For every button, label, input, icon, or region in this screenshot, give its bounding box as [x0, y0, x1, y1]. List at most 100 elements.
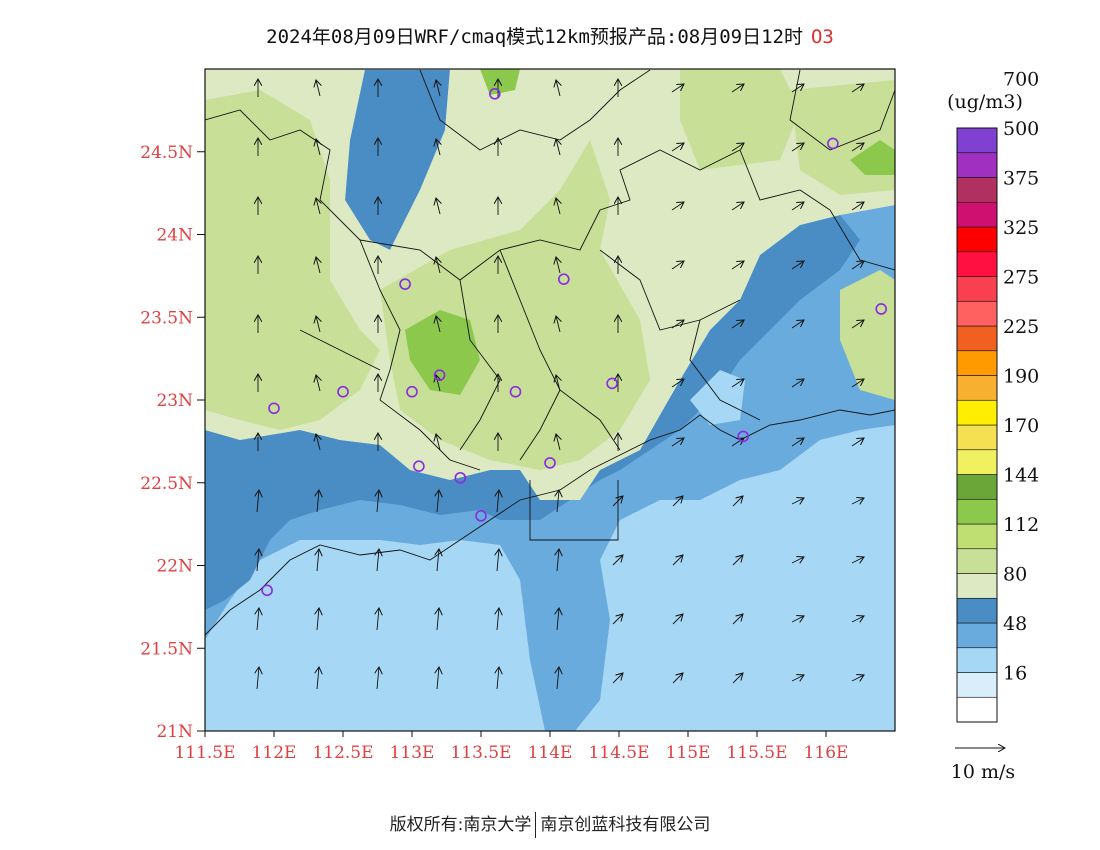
copyright-footer: 版权所有:南京大学 南京创蓝科技有限公司 — [0, 810, 1100, 838]
station-marker — [261, 584, 273, 597]
colorbar-label: 700 — [1003, 69, 1039, 91]
y-tick-label: 23N — [156, 391, 193, 411]
station-marker — [399, 278, 411, 290]
station-marker — [737, 430, 750, 443]
x-tick-label: 116E — [804, 743, 849, 763]
colorbar-swatch — [956, 548, 998, 574]
colorbar-swatch — [956, 523, 998, 550]
wind-arrow — [671, 84, 684, 93]
wind-arrow — [671, 261, 684, 270]
wind-arrow — [851, 261, 864, 270]
station-marker — [606, 377, 618, 390]
colorbar: 16 48 80 112 144 170 190 225 275 325 375 500 700 — [956, 69, 1039, 723]
y-tick-label: 21N — [156, 722, 193, 742]
wind-arrow — [556, 257, 560, 274]
wind-arrow — [316, 80, 320, 97]
wind-arrow — [436, 434, 440, 451]
wind-arrow — [436, 198, 440, 215]
wind-arrow — [437, 490, 439, 513]
colorbar-swatch — [956, 449, 998, 475]
wind-arrow — [436, 316, 440, 333]
species-label: O3 — [810, 26, 834, 48]
wind-arrow — [791, 675, 804, 681]
wind-arrow — [437, 608, 439, 631]
wind-arrow — [497, 667, 499, 690]
wind-arrow — [556, 316, 560, 333]
wind-arrow — [557, 667, 559, 690]
wind-vectors — [257, 79, 864, 690]
y-tick-label: 22.5N — [140, 474, 193, 494]
wind-arrow — [497, 549, 499, 572]
wind-arrow — [731, 320, 744, 329]
wind-arrow — [731, 143, 744, 152]
wind-arrow — [556, 80, 560, 97]
wind-arrow — [497, 608, 499, 631]
x-tick-label: 114E — [528, 743, 573, 763]
colorbar-label: 190 — [1003, 366, 1039, 388]
colorbar-swatch — [956, 474, 998, 500]
wind-arrow — [791, 379, 804, 388]
colorbar-swatch — [956, 647, 998, 673]
colorbar-swatch — [956, 152, 998, 178]
wind-arrow — [257, 667, 259, 690]
wind-arrow — [316, 139, 320, 156]
wind-arrow — [377, 667, 379, 690]
x-tick-label: 115E — [666, 743, 711, 763]
coastline — [205, 409, 895, 636]
wind-arrow — [791, 261, 804, 270]
y-tick-label: 24.5N — [140, 143, 193, 163]
y-tick-label: 24N — [156, 226, 193, 246]
station-marker — [454, 471, 467, 484]
wind-arrow — [791, 202, 804, 211]
colorbar-swatch — [956, 226, 998, 253]
wind-arrow — [671, 379, 684, 388]
wind-arrow — [731, 261, 744, 270]
wind-arrow — [557, 608, 559, 631]
wind-arrow — [672, 555, 683, 566]
colorbar-label: 48 — [1003, 613, 1027, 635]
y-tick-label: 22N — [156, 557, 193, 577]
bright-green-core — [405, 310, 480, 395]
x-tick-label: 114.5E — [588, 743, 649, 763]
y-tick-label: 23.5N — [140, 308, 193, 328]
colorbar-swatch — [956, 622, 998, 649]
wind-arrow — [556, 198, 560, 215]
latitude-axis: 24.5N 24N 23.5N 23N 22.5N 22N 21.5N 21N — [140, 143, 205, 742]
station-marker — [557, 273, 570, 285]
station-marker — [337, 385, 349, 398]
colorbar-swatch — [956, 201, 998, 228]
wind-arrow — [732, 555, 743, 566]
west-green-zone — [205, 90, 380, 430]
station-marker — [268, 402, 280, 415]
wind-arrow — [377, 549, 379, 572]
colorbar-label: 375 — [1003, 168, 1039, 190]
wind-arrow — [556, 375, 560, 392]
x-tick-label: 112.5E — [312, 743, 373, 763]
wind-arrow — [672, 673, 683, 684]
wind-arrow — [791, 84, 804, 93]
wind-arrow — [731, 438, 744, 447]
colorbar-label: 275 — [1003, 267, 1039, 289]
wind-arrow — [257, 549, 259, 572]
wind-arrow — [316, 316, 320, 333]
wind-arrow — [612, 673, 623, 684]
wind-arrow — [316, 434, 320, 451]
wind-arrow — [731, 379, 744, 388]
wind-arrow — [731, 84, 744, 93]
wind-arrow — [436, 139, 440, 156]
colorbar-label: 80 — [1003, 564, 1027, 586]
wind-arrow — [851, 143, 864, 152]
y-tick-label: 21.5N — [140, 639, 193, 659]
wind-arrow — [671, 438, 684, 447]
wind-arrow — [436, 80, 440, 97]
inland-blue-tongue — [345, 70, 450, 250]
north-green-zone — [680, 69, 800, 170]
wind-arrow — [671, 143, 684, 152]
concentration-field — [205, 69, 895, 731]
wind-arrow — [557, 490, 559, 513]
colorbar-swatch — [956, 573, 998, 599]
colorbar-label: 325 — [1003, 217, 1039, 239]
colorbar-swatch — [956, 276, 998, 302]
wind-arrow — [851, 438, 864, 447]
